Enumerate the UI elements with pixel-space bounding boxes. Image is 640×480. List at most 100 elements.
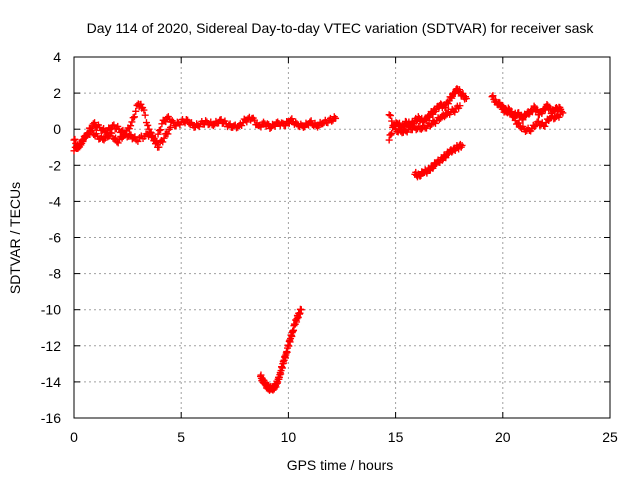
y-tick-label: -6: [49, 230, 62, 246]
data-point: [515, 119, 523, 127]
data-point: [444, 100, 452, 108]
y-tick-label: -10: [41, 302, 61, 318]
data-point: [132, 107, 140, 115]
data-point: [110, 121, 118, 129]
data-point: [385, 111, 393, 119]
x-tick-label: 25: [602, 429, 618, 445]
y-tick-label: -8: [49, 266, 62, 282]
data-point: [155, 143, 163, 151]
data-series: [70, 100, 340, 155]
data-point: [88, 126, 96, 134]
data-point: [130, 113, 138, 121]
data-point: [299, 123, 307, 131]
data-point: [496, 99, 504, 107]
data-point: [285, 119, 293, 127]
data-point: [328, 117, 336, 125]
data-point: [387, 131, 395, 139]
chart-title: Day 114 of 2020, Sidereal Day-to-day VTE…: [87, 20, 595, 36]
data-point: [288, 115, 296, 123]
data-point: [164, 130, 172, 138]
data-point: [451, 108, 459, 116]
y-axis-title: SDTVAR / TECUs: [7, 182, 23, 294]
data-point: [226, 120, 234, 128]
data-point: [81, 134, 89, 142]
data-point: [510, 112, 518, 120]
data-point: [442, 104, 450, 112]
data-point: [129, 114, 137, 122]
data-point: [559, 109, 567, 117]
data-series: [70, 123, 174, 151]
y-tick-label: -12: [41, 338, 61, 354]
data-point: [332, 114, 340, 122]
x-tick-label: 20: [495, 429, 511, 445]
data-point: [416, 172, 424, 180]
data-point: [462, 95, 470, 103]
data-point: [144, 121, 152, 129]
data-point: [155, 126, 163, 134]
x-tick-label: 0: [70, 429, 78, 445]
data-point: [154, 130, 162, 138]
data-point: [307, 117, 315, 125]
data-point: [127, 122, 135, 130]
data-point: [202, 117, 210, 125]
y-tick-label: -4: [49, 193, 62, 209]
data-point: [271, 122, 279, 130]
data-point: [260, 118, 268, 126]
data-point: [217, 115, 225, 123]
data-point: [395, 119, 403, 127]
data-point: [435, 116, 443, 124]
data-point: [168, 117, 176, 125]
y-tick-label: 4: [53, 49, 61, 65]
data-point: [440, 113, 448, 121]
data-point: [131, 133, 139, 141]
data-point: [157, 126, 165, 134]
data-point: [70, 136, 78, 144]
y-tick-label: -14: [41, 374, 61, 390]
y-tick-label: -2: [49, 157, 62, 173]
data-points: [70, 85, 567, 394]
data-point: [91, 119, 99, 127]
data-point: [385, 136, 393, 144]
x-tick-label: 10: [281, 429, 297, 445]
data-point: [281, 122, 289, 130]
y-tick-label: -16: [41, 410, 61, 426]
data-point: [151, 137, 159, 145]
data-point: [456, 102, 464, 110]
data-point: [166, 123, 174, 131]
data-point: [159, 138, 167, 146]
x-tick-label: 15: [388, 429, 404, 445]
data-point: [77, 141, 85, 149]
data-point: [160, 134, 168, 142]
data-series: [411, 140, 466, 181]
data-series: [257, 305, 305, 394]
data-series: [495, 99, 567, 136]
data-point: [209, 122, 217, 130]
data-point: [243, 118, 251, 126]
data-point: [489, 92, 497, 100]
data-point: [388, 129, 396, 137]
data-point: [71, 135, 79, 143]
data-point: [531, 123, 539, 131]
data-series: [385, 85, 470, 144]
data-point: [426, 122, 434, 130]
data-series: [385, 102, 464, 137]
data-point: [141, 111, 149, 119]
data-point: [541, 122, 549, 130]
y-tick-label: 0: [53, 121, 61, 137]
data-point: [134, 137, 142, 145]
data-point: [541, 106, 549, 114]
data-point: [534, 117, 542, 125]
data-point: [390, 121, 398, 129]
data-point: [108, 129, 116, 137]
data-point: [558, 108, 566, 116]
data-point: [314, 123, 322, 131]
data-point: [251, 116, 259, 124]
data-point: [458, 141, 466, 149]
data-point: [128, 118, 136, 126]
data-point: [140, 106, 148, 114]
data-point: [386, 112, 394, 119]
y-tick-label: 2: [53, 85, 61, 101]
x-axis-title: GPS time / hours: [287, 457, 394, 473]
